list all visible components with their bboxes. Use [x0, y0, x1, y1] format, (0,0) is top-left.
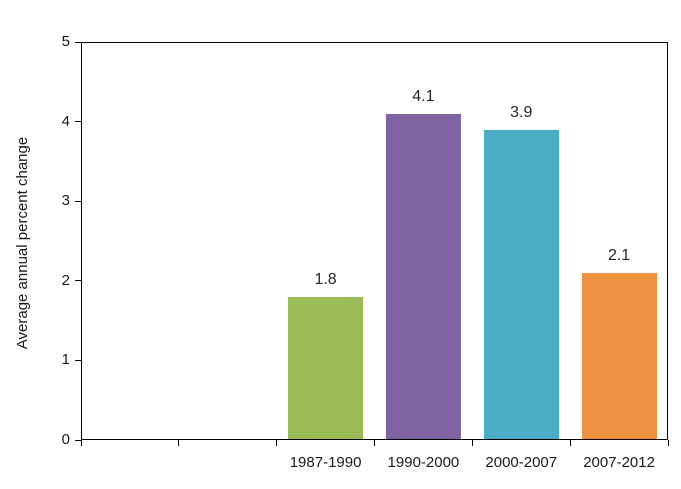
y-axis-tick	[75, 359, 81, 361]
bar-value-label: 2.1	[607, 246, 631, 264]
y-axis-tick-label: 4	[61, 112, 70, 130]
y-axis-tick-label: 2	[61, 271, 70, 289]
y-axis-title: Average annual percent change	[14, 136, 31, 350]
y-axis-tick	[75, 41, 81, 43]
bar-1990-2000	[385, 113, 461, 439]
bar-2007-2012	[581, 272, 657, 439]
bar-value-label: 1.8	[314, 270, 337, 288]
x-axis-category-label: 1990-2000	[387, 454, 460, 471]
bar-value-label: 4.1	[412, 87, 435, 105]
x-axis-tick	[667, 440, 669, 446]
bar-value-label: 3.9	[510, 103, 533, 121]
x-axis-tick	[276, 440, 278, 446]
x-axis-tick	[471, 440, 473, 446]
x-axis-category-label: 2007-2012	[583, 454, 655, 471]
x-axis-tick	[569, 440, 571, 446]
bar-2000-2007	[483, 129, 559, 439]
plot-area	[81, 42, 668, 440]
y-axis-tick	[75, 439, 81, 441]
bar-1987-1990	[288, 296, 364, 439]
y-axis-tick-label: 0	[61, 431, 70, 448]
y-axis-tick	[75, 280, 81, 282]
y-axis-tick-label: 3	[61, 192, 70, 210]
x-axis-tick	[374, 440, 375, 446]
x-axis-category-label: 2000-2007	[485, 454, 558, 471]
x-axis-tick	[80, 440, 82, 446]
x-axis-tick	[178, 440, 180, 446]
y-axis-tick-label: 5	[61, 33, 70, 50]
y-axis-tick	[75, 121, 81, 123]
y-axis-tick-label: 1	[61, 351, 70, 369]
x-axis-category-label: 1987-1990	[289, 454, 362, 471]
y-axis-tick	[75, 200, 81, 202]
